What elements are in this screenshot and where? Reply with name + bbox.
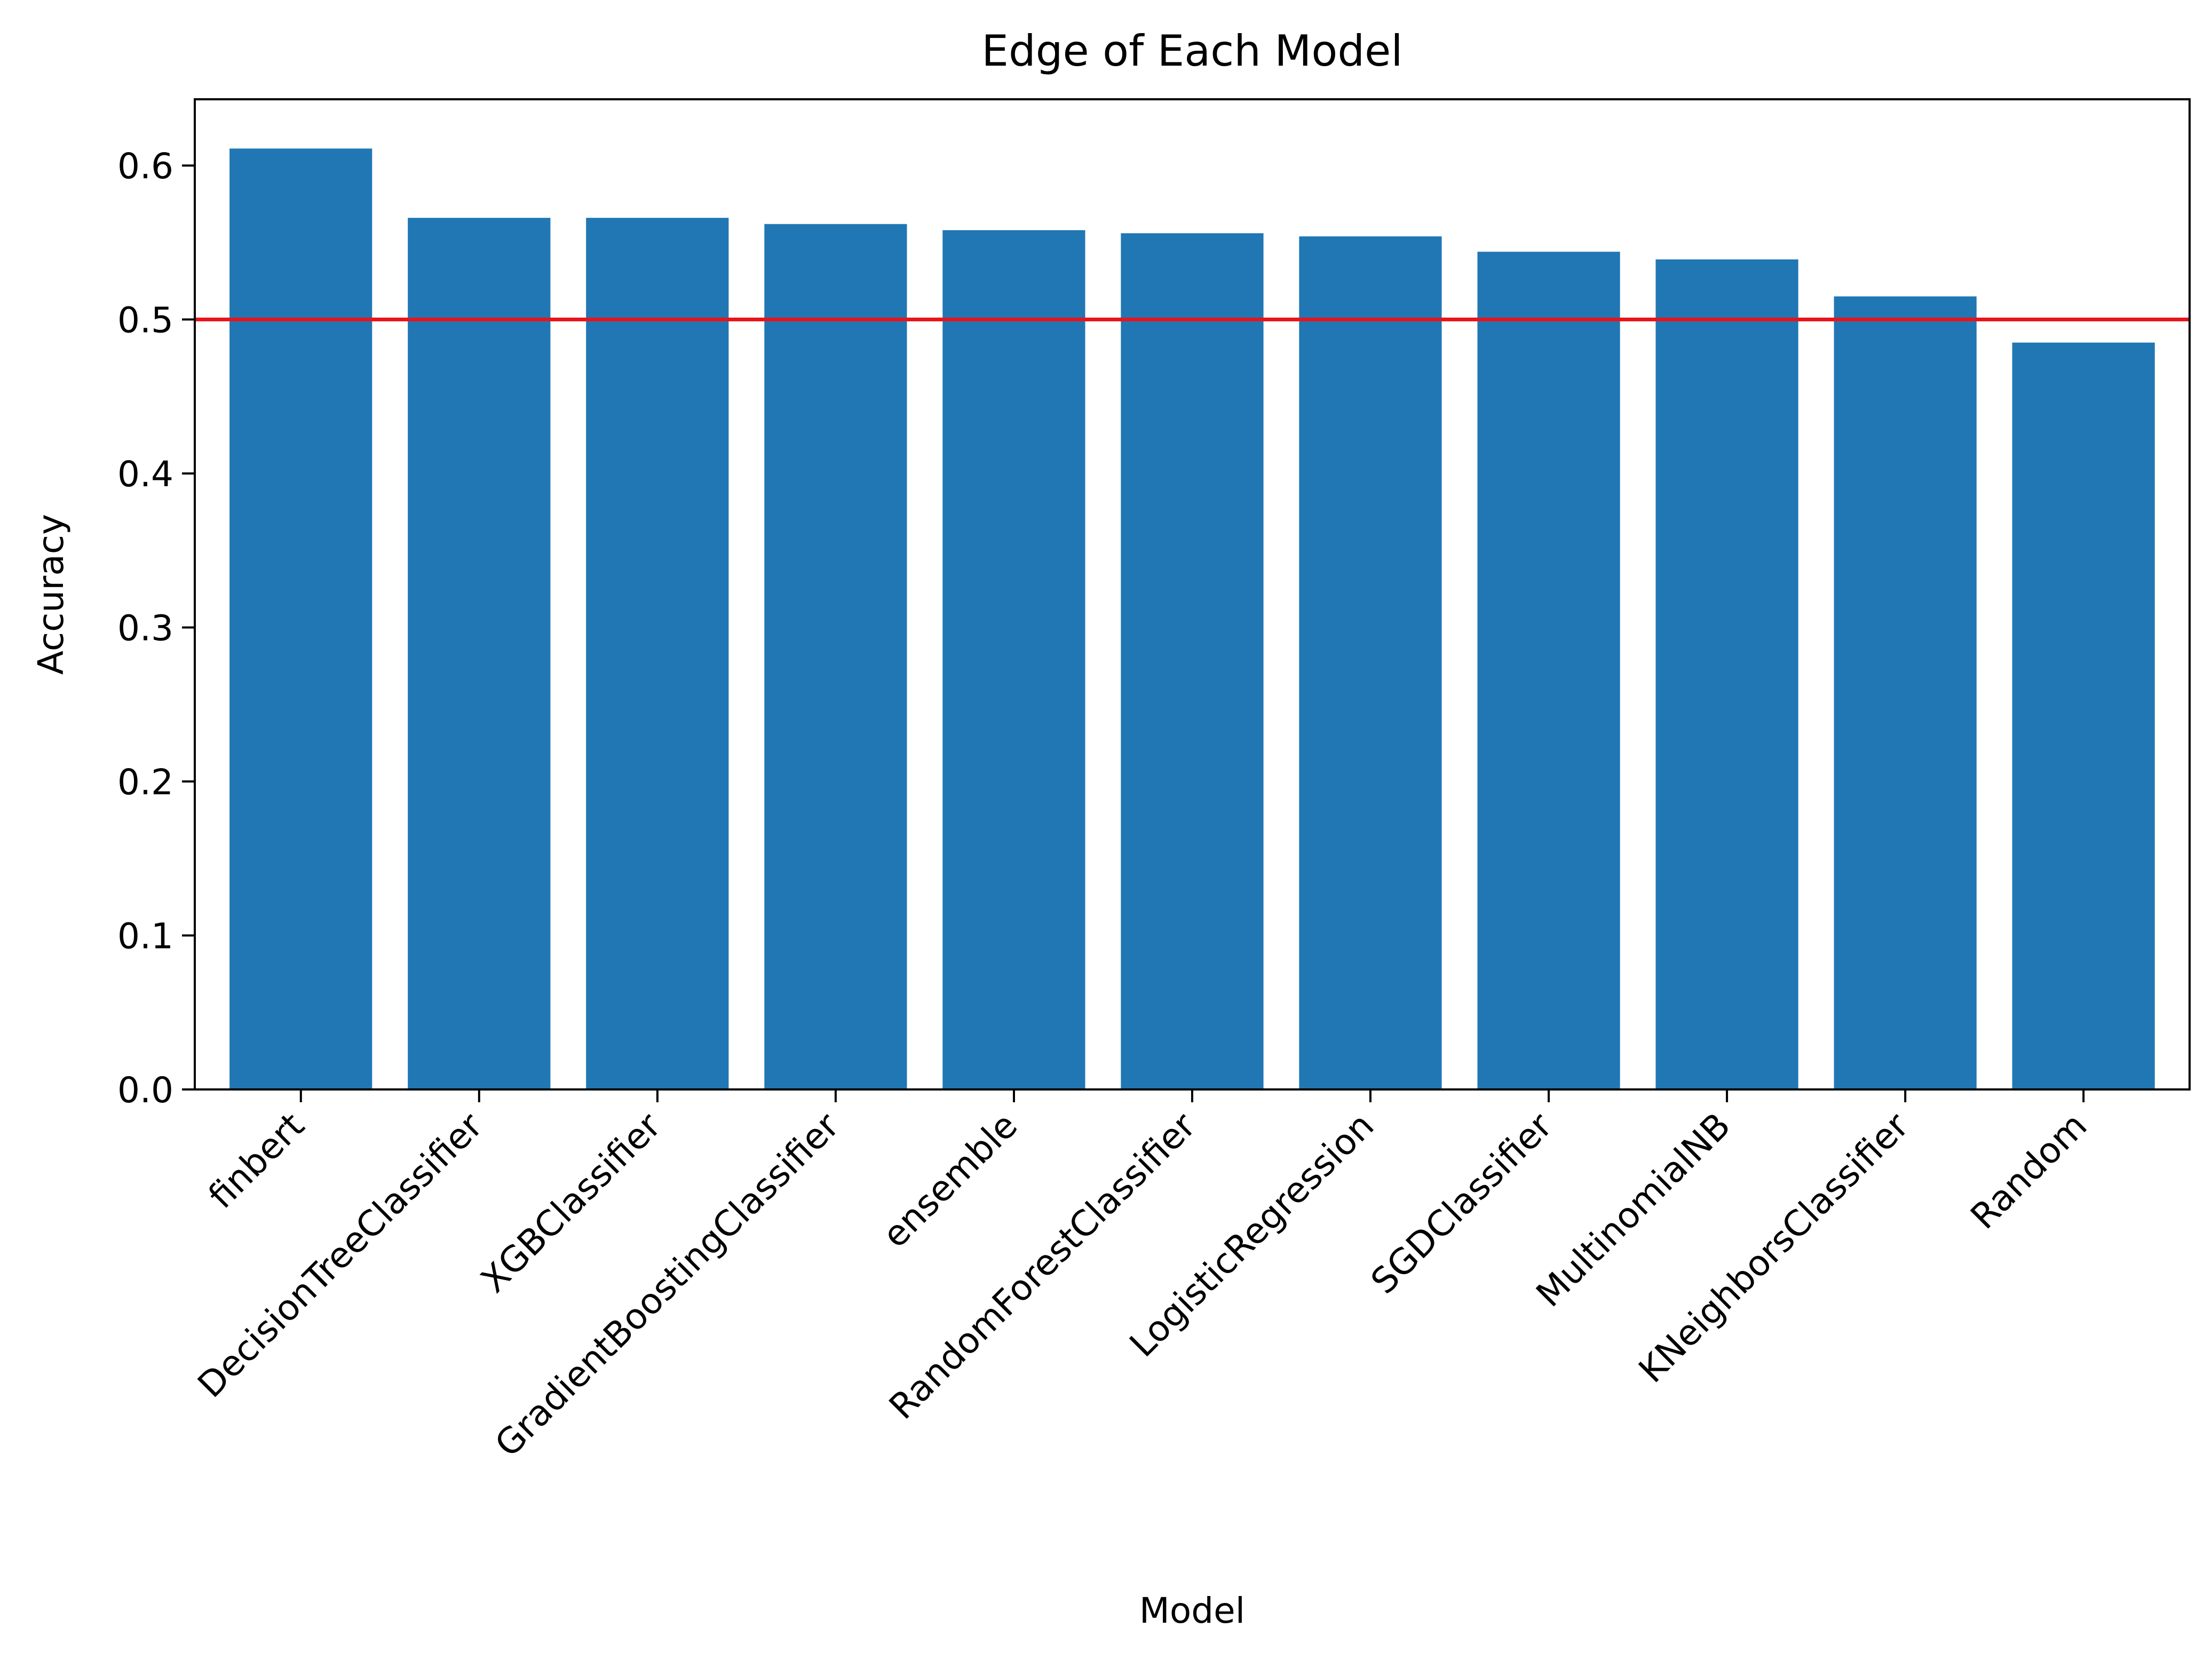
bar-DecisionTreeClassifier: [408, 218, 551, 1090]
y-axis-label: Accuracy: [30, 514, 72, 675]
bar-ensemble: [942, 230, 1085, 1090]
bar-RandomForestClassifier: [1121, 233, 1264, 1089]
bar-MultinomialNB: [1655, 259, 1798, 1089]
y-tick-label: 0.3: [117, 607, 173, 649]
labels-layer: Edge of Each Model Model Accuracy: [30, 26, 1403, 1631]
y-tick-label: 0.6: [117, 146, 173, 187]
bar-finbert: [229, 148, 372, 1089]
y-tick-label: 0.5: [117, 299, 173, 341]
y-tick-label: 0.1: [117, 915, 173, 957]
y-tick-label: 0.2: [117, 762, 173, 803]
x-axis-label: Model: [1139, 1590, 1245, 1631]
bar-Random: [2012, 342, 2155, 1089]
bar-KNeighborsClassifier: [1834, 296, 1977, 1089]
y-tick-label: 0.4: [117, 454, 173, 495]
chart-title: Edge of Each Model: [981, 26, 1402, 76]
bars-layer: [229, 148, 2155, 1090]
bar-GradientBoostingClassifier: [764, 224, 907, 1090]
y-tick-label: 0.0: [117, 1070, 173, 1111]
bar-LogisticRegression: [1299, 236, 1442, 1089]
bar-SGDClassifier: [1477, 251, 1620, 1090]
bar-XGBClassifier: [586, 218, 729, 1090]
